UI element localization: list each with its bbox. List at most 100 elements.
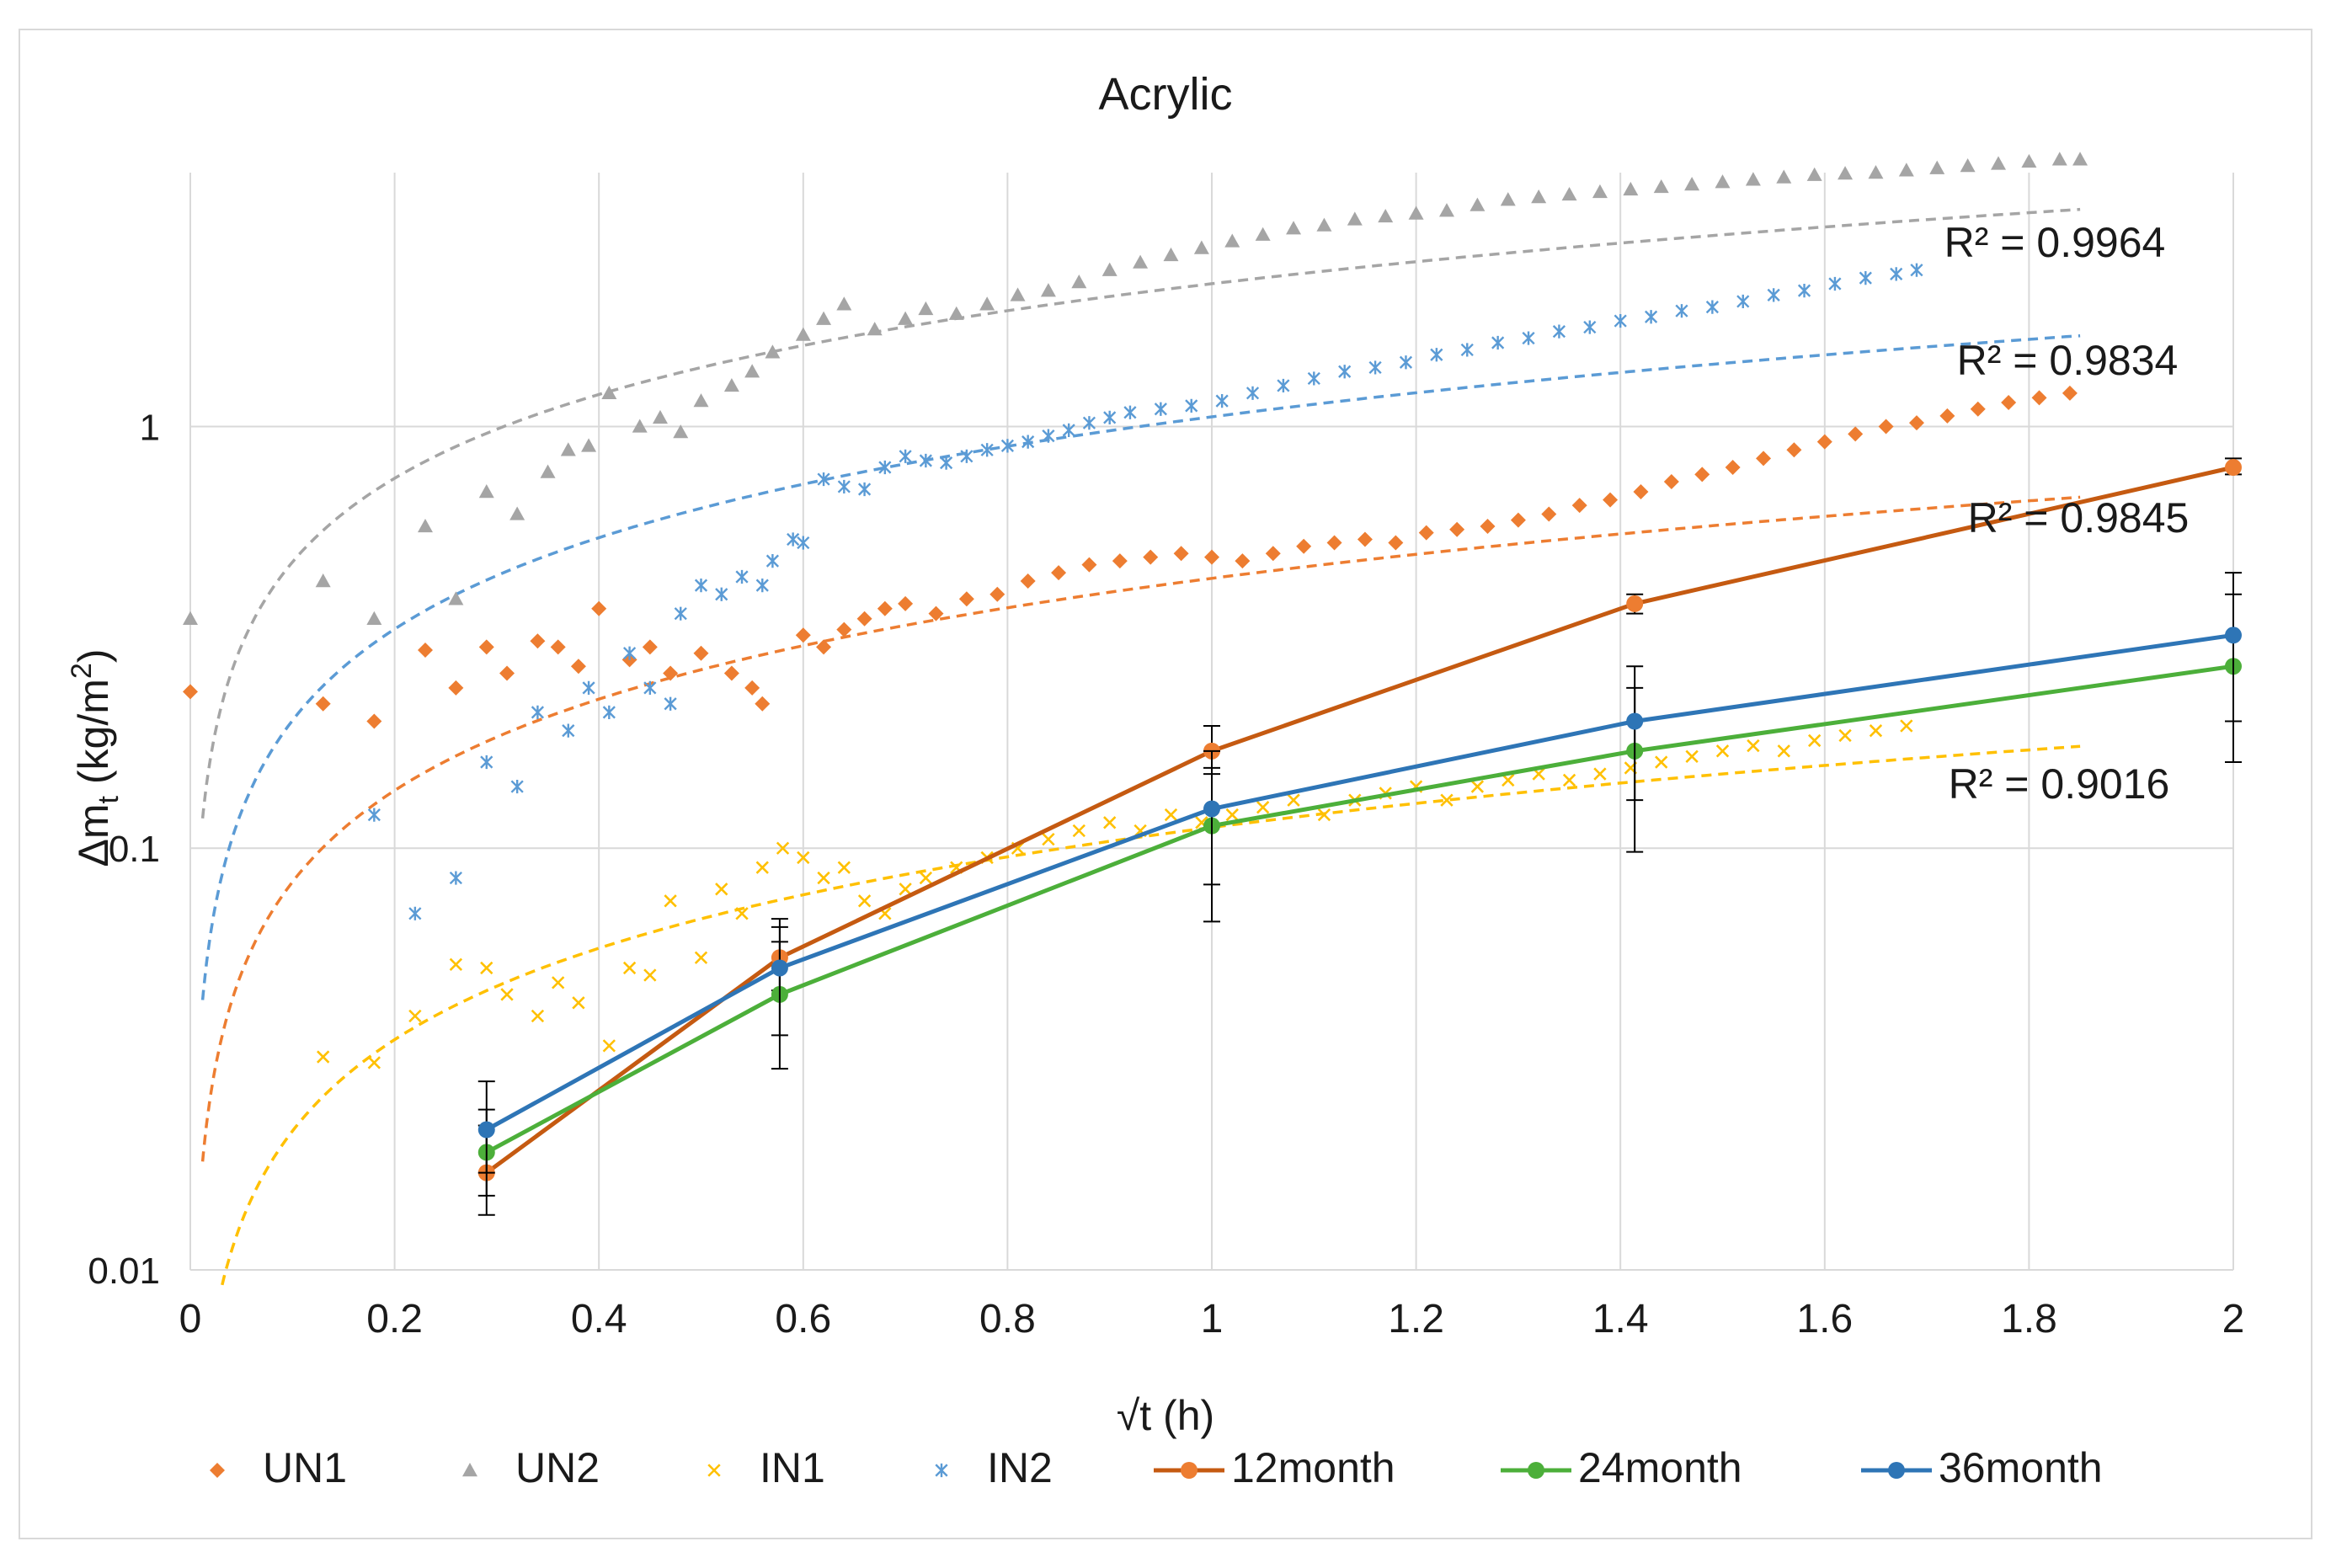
data-point-IN1 (552, 976, 565, 989)
x-tick-label: 0 (179, 1297, 202, 1341)
x-axis-label: √t (h) (1117, 1392, 1214, 1439)
data-point-UN2 (1838, 166, 1854, 180)
data-point-IN2 (899, 449, 912, 463)
x-tick-label: 0.6 (775, 1297, 831, 1341)
legend-marker-36month (1888, 1462, 1905, 1479)
data-point-UN1 (755, 696, 771, 712)
x-tick-label: 0.8 (979, 1297, 1036, 1341)
data-point-IN2 (1021, 435, 1035, 449)
data-point-UN2 (1745, 172, 1761, 186)
data-point-IN2 (1368, 360, 1382, 375)
legend-marker-24month (1528, 1462, 1544, 1479)
data-point-UN1 (1970, 401, 1986, 417)
data-point-UN2 (540, 464, 556, 478)
series-line-36month (485, 632, 2234, 1132)
data-point-UN1 (1816, 434, 1832, 450)
data-point-IN2 (674, 606, 687, 621)
data-point-UN1 (1235, 553, 1251, 569)
legend-marker-12month (1181, 1462, 1198, 1479)
data-point-UN1 (744, 680, 760, 696)
legend-label-36month: 36month (1939, 1444, 2103, 1491)
data-point-36month (1626, 712, 1644, 730)
data-point-UN1 (2001, 394, 2017, 410)
data-point-UN2 (673, 424, 689, 439)
data-point-IN2 (1736, 294, 1750, 309)
data-point-IN2 (1042, 429, 1055, 443)
data-point-IN2 (1910, 263, 1923, 277)
data-point-IN1 (776, 841, 790, 855)
trendline-UN2 (200, 207, 2081, 819)
legend-marker-IN2 (935, 1463, 948, 1478)
data-point-IN2 (562, 723, 575, 738)
data-point-UN1 (877, 600, 893, 616)
data-point-IN1 (480, 961, 493, 975)
data-point-IN1 (1777, 744, 1790, 758)
data-point-UN1 (989, 586, 1005, 602)
data-point-UN1 (1388, 535, 1404, 551)
data-point-IN1 (1164, 808, 1178, 822)
data-point-UN2 (1561, 186, 1577, 201)
data-point-UN1 (898, 595, 914, 611)
data-point-UN1 (1204, 549, 1219, 565)
data-point-IN1 (1869, 723, 1883, 738)
data-point-IN2 (765, 554, 780, 568)
data-point-UN1 (1908, 415, 1924, 431)
trendlines (200, 207, 2081, 1286)
legend-label-UN1: UN1 (263, 1444, 347, 1491)
data-point-UN1 (642, 639, 658, 655)
trendline-UN1 (200, 495, 2081, 1162)
data-point-36month (1203, 800, 1220, 818)
data-point-UN2 (1286, 221, 1302, 235)
data-point-IN2 (817, 472, 830, 487)
data-point-IN2 (664, 696, 677, 711)
data-point-IN1 (1103, 816, 1117, 829)
data-point-IN2 (1215, 393, 1229, 408)
data-point-IN2 (531, 705, 545, 719)
y-tick-label: 1 (140, 407, 160, 448)
data-point-UN2 (1193, 240, 1209, 254)
data-point-IN2 (582, 680, 595, 695)
data-point-IN1 (572, 996, 585, 1010)
data-point-UN2 (1040, 283, 1056, 297)
y-axis-label-sup: 2 (66, 663, 98, 679)
data-point-UN2 (795, 327, 811, 341)
legend-marker-UN1 (210, 1463, 225, 1478)
data-point-UN2 (693, 393, 709, 408)
data-point-UN2 (1500, 192, 1516, 206)
data-point-IN1 (755, 861, 769, 874)
data-point-UN1 (723, 665, 739, 681)
data-point-UN2 (1224, 233, 1240, 248)
data-point-IN2 (1675, 304, 1688, 318)
data-point-IN1 (857, 894, 872, 908)
data-point-IN1 (837, 861, 851, 874)
data-point-IN1 (449, 957, 463, 971)
data-point-IN1 (1440, 793, 1454, 807)
data-point-IN2 (715, 587, 728, 601)
data-point-UN1 (795, 627, 811, 643)
data-point-UN1 (928, 605, 944, 621)
legend-label-UN2: UN2 (515, 1444, 600, 1491)
y-axis-label: Δmt (kg/m2) (66, 649, 125, 867)
y-axis-label-main: Δm (70, 803, 117, 867)
legend-marker-UN2 (462, 1463, 477, 1477)
x-tick-label: 0.4 (571, 1297, 627, 1341)
error-bar-36month (1203, 749, 1220, 886)
data-point-UN2 (1898, 163, 1914, 177)
data-point-IN1 (735, 907, 749, 920)
data-point-IN2 (622, 646, 637, 660)
data-point-UN1 (591, 600, 607, 616)
data-point-IN1 (643, 968, 657, 982)
data-point-IN1 (1287, 793, 1300, 807)
data-point-UN2 (1715, 174, 1731, 189)
data-point-UN2 (417, 518, 433, 533)
data-point-UN2 (315, 573, 331, 588)
error-bar-36month (771, 918, 788, 1037)
data-point-IN1 (1042, 832, 1055, 846)
data-point-IN1 (1715, 744, 1730, 758)
data-point-IN2 (1460, 343, 1474, 357)
data-point-IN1 (602, 1039, 616, 1053)
data-point-UN2 (1071, 275, 1087, 289)
data-point-UN2 (2072, 152, 2088, 166)
data-point-IN1 (919, 871, 933, 885)
data-point-UN2 (1470, 197, 1486, 211)
